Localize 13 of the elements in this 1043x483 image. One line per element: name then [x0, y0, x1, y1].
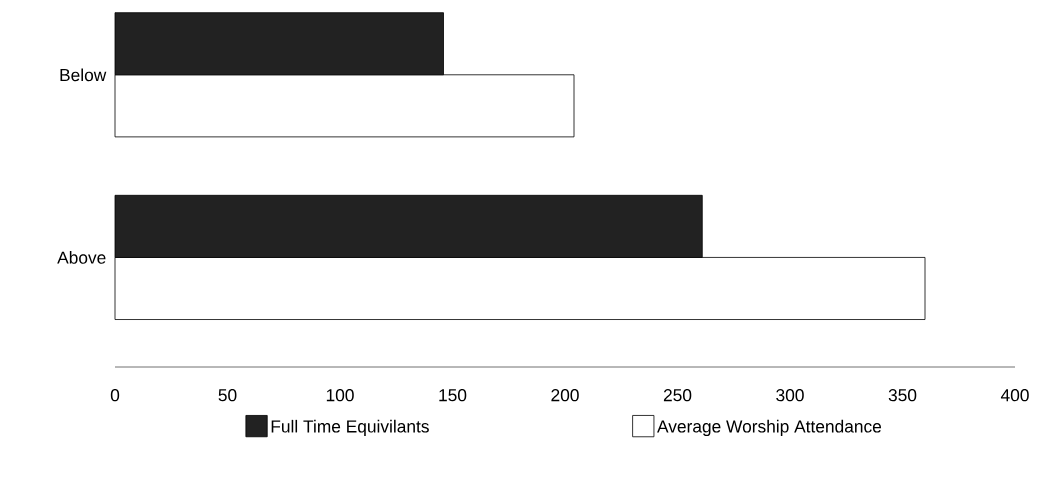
x-tick-label: 150	[439, 389, 467, 402]
y-tick-label: Above	[57, 251, 106, 264]
x-tick-label: 0	[110, 389, 120, 402]
x-tick-label: 350	[888, 389, 917, 402]
x-tick-label: 250	[663, 389, 692, 402]
x-tick-label: 400	[1000, 389, 1029, 402]
x-tick-label: 300	[776, 389, 804, 402]
x-tick-label: 50	[218, 389, 237, 402]
x-tick-label: 100	[326, 389, 354, 402]
x-tick-label: 200	[551, 389, 579, 402]
legend-label: Average Worship Attendance	[657, 419, 882, 437]
y-tick-label: Below	[60, 68, 107, 82]
legend-label: Full Time Equivilants	[271, 419, 429, 437]
